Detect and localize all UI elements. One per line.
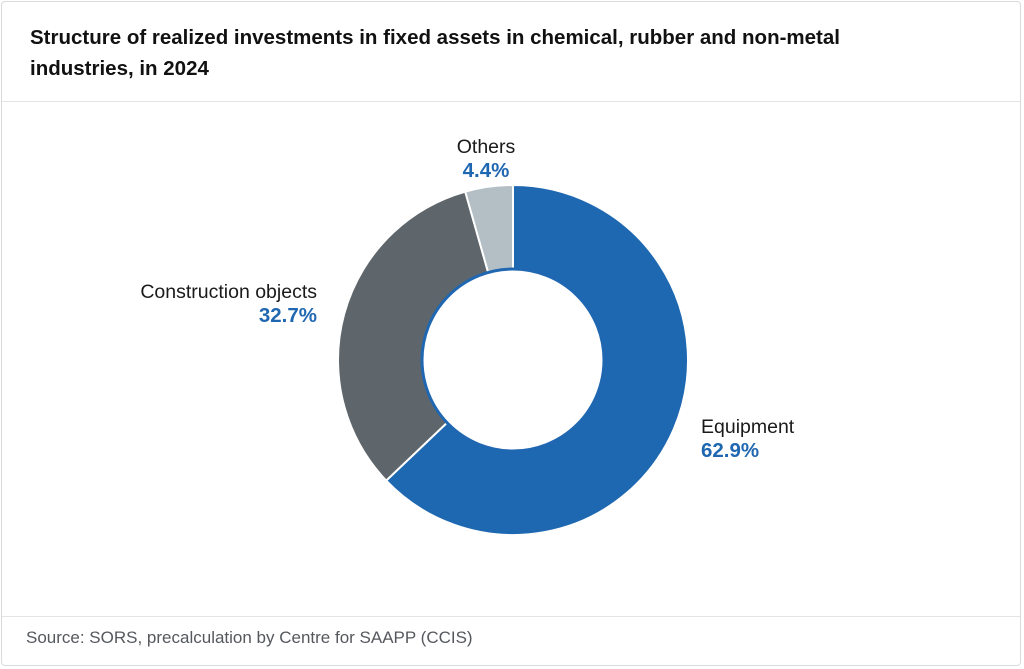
donut-inner-ring: [420, 267, 606, 453]
slice-value-label: 4.4%: [463, 159, 510, 182]
chart-title: Structure of realized investments in fix…: [30, 26, 840, 80]
chart-area: Equipment 62.9% Construction objects 32.7% O…: [2, 102, 1020, 616]
source-note: Source: SORS, precalculation by Centre f…: [26, 628, 473, 647]
slice-value-label: 62.9%: [701, 439, 759, 462]
slice-label: Others: [457, 136, 516, 158]
chart-header: Structure of realized investments in fix…: [2, 2, 1020, 102]
slice-label: Equipment: [701, 416, 795, 438]
slice-value-label: 32.7%: [259, 304, 317, 327]
chart-footer: Source: SORS, precalculation by Centre f…: [2, 616, 1020, 666]
donut-slices: [337, 183, 689, 536]
slice-label: Construction objects: [140, 281, 317, 303]
